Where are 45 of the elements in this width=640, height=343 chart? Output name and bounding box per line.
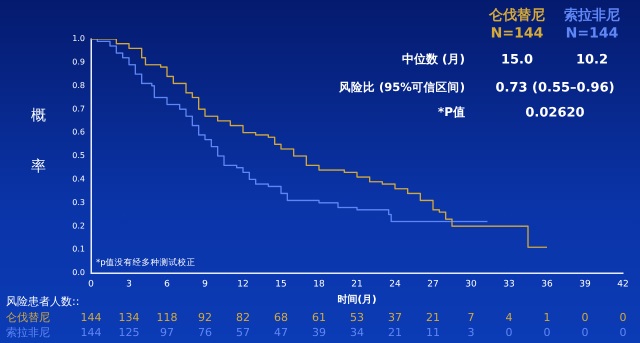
y-tick-label: 0.4 bbox=[72, 174, 85, 184]
x-tick-label: 36 bbox=[541, 280, 553, 290]
text: 风险患者人数:: bbox=[6, 294, 80, 308]
text: 索拉非尼 bbox=[564, 8, 620, 24]
y-tick-label: 0.2 bbox=[72, 221, 85, 230]
x-tick-label: 0 bbox=[88, 280, 94, 290]
annotation: 10.2 bbox=[576, 52, 608, 68]
annotation: *P值 bbox=[438, 105, 465, 120]
x-tick-label: 42 bbox=[617, 280, 629, 290]
annotation: N=144 bbox=[566, 26, 619, 42]
x-axis-title: 时间(月) bbox=[337, 294, 377, 306]
x-tick-label: 27 bbox=[427, 280, 439, 290]
x-tick-label: 39 bbox=[579, 280, 591, 290]
y-tick-label: 0.6 bbox=[72, 128, 85, 137]
annotation: 0.73 (0.55–0.96) bbox=[495, 80, 615, 96]
text: 索拉非尼 bbox=[6, 326, 50, 339]
annotation: 中位数 (月) bbox=[402, 52, 465, 66]
x-tick-label: 18 bbox=[313, 280, 325, 290]
x-tick-label: 9 bbox=[202, 280, 208, 290]
x-tick-label: 30 bbox=[465, 280, 477, 290]
x-tick-label: 33 bbox=[503, 280, 515, 290]
y-tick-label: 0.9 bbox=[72, 57, 85, 66]
annotation: 0.02620 bbox=[525, 105, 585, 120]
y-tick-label: 1.0 bbox=[72, 34, 85, 44]
x-tick-label: 15 bbox=[275, 280, 287, 290]
annotation: *p值没有经多种测试校正 bbox=[96, 257, 196, 268]
annotation: N=144 bbox=[490, 26, 544, 42]
x-tick-label: 24 bbox=[389, 280, 401, 290]
x-tick-label: 21 bbox=[351, 280, 363, 290]
x-tick-label: 3 bbox=[126, 280, 132, 290]
annotation: 风险比 (95%可信区间) bbox=[338, 80, 465, 94]
y-axis-title: 概率 bbox=[29, 95, 48, 195]
x-tick-label: 12 bbox=[237, 280, 249, 290]
y-tick-label: 0.5 bbox=[72, 151, 85, 160]
y-tick-label: 0.8 bbox=[72, 80, 85, 90]
y-tick-label: 0.1 bbox=[72, 244, 85, 254]
annotation: 15.0 bbox=[500, 52, 534, 68]
y-tick-label: 0.7 bbox=[72, 104, 85, 114]
x-tick-label: 6 bbox=[164, 280, 170, 290]
text: 仑伐替尼 bbox=[6, 310, 50, 324]
y-tick-label: 0.3 bbox=[72, 198, 85, 207]
y-tick-label: 0.0 bbox=[72, 268, 85, 278]
text: 仑伐替尼 bbox=[488, 8, 545, 24]
text: 144 125 97 76 57 47 39 34 21 11 3 0 0 0 0 bbox=[80, 326, 626, 339]
text: 144 134 118 92 82 68 61 53 37 21 7 4 1 0 0 bbox=[80, 310, 626, 324]
